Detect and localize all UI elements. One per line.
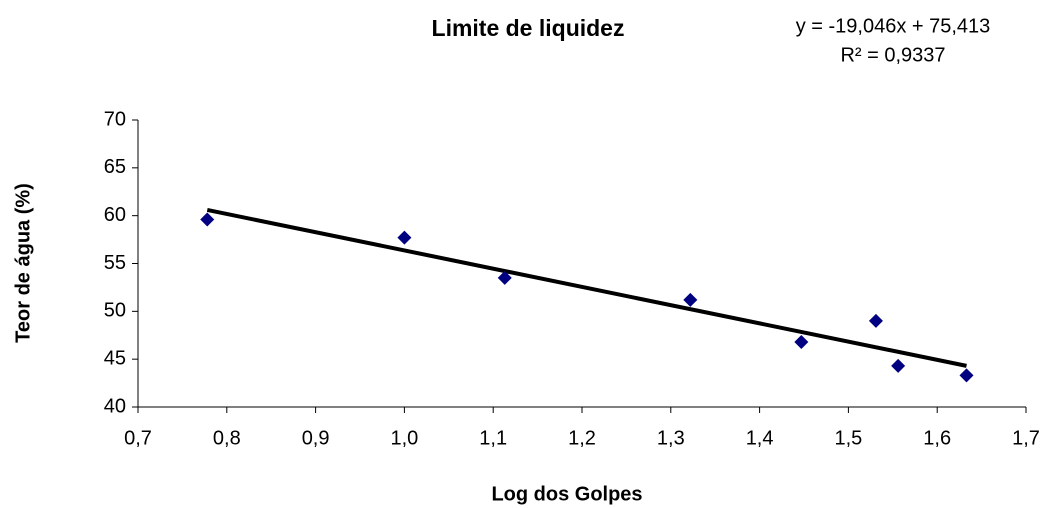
x-tick-label: 1,4	[746, 427, 774, 449]
y-tick-label: 55	[104, 252, 126, 274]
y-tick-label: 50	[104, 300, 126, 322]
data-point	[200, 212, 215, 227]
y-tick-label: 65	[104, 156, 126, 178]
y-tick-label: 70	[104, 108, 126, 130]
x-tick-label: 1,6	[923, 427, 951, 449]
data-point	[397, 230, 412, 245]
x-tick-label: 1,2	[568, 427, 596, 449]
x-tick-label: 1,0	[390, 427, 418, 449]
y-tick-label: 45	[104, 347, 126, 369]
data-point	[868, 313, 883, 328]
y-axis-label: Teor de água (%)	[12, 183, 34, 343]
y-tick-label: 60	[104, 204, 126, 226]
x-axis-label: Log dos Golpes	[491, 483, 642, 505]
x-tick-label: 1,1	[479, 427, 507, 449]
data-point	[959, 368, 974, 383]
x-tick-label: 1,7	[1012, 427, 1040, 449]
data-point	[683, 292, 698, 307]
chart-title: Limite de liquidez	[432, 15, 625, 41]
x-tick-label: 1,3	[657, 427, 685, 449]
y-tick-label: 40	[104, 395, 126, 417]
x-tick-label: 0,8	[213, 427, 241, 449]
data-point	[794, 334, 809, 349]
trendline	[206, 207, 967, 368]
equation: y = -19,046x + 75,413	[796, 15, 991, 37]
data-point	[891, 358, 906, 373]
x-tick-label: 1,5	[834, 427, 862, 449]
x-tick-label: 0,7	[124, 427, 152, 449]
x-tick-label: 0,9	[302, 427, 330, 449]
data-point	[497, 270, 512, 285]
r-squared: R² = 0,9337	[840, 44, 945, 66]
